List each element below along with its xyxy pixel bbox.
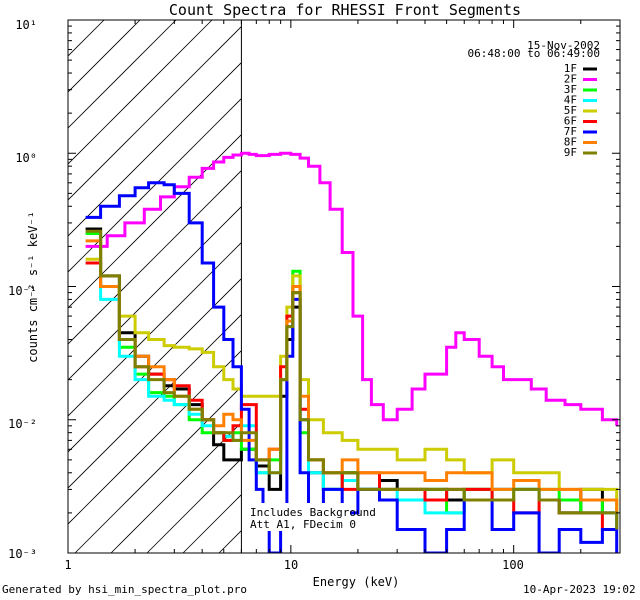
legend-label: 4F	[564, 94, 577, 107]
legend-label: 1F	[564, 62, 577, 75]
series-9F	[85, 229, 619, 530]
time-range-label: 06:48:00 to 06:49:00	[468, 47, 600, 60]
hatch-line	[68, 134, 242, 309]
legend-label: 8F	[564, 136, 577, 149]
legend-label: 2F	[564, 73, 577, 86]
axis-ticks	[67, 20, 621, 554]
hatch-line	[74, 386, 242, 553]
x-axis-label: Energy (keV)	[313, 575, 400, 589]
legend-label: 7F	[564, 125, 577, 138]
hatch-line	[68, 26, 242, 201]
date-label: 15-Nov-2002	[527, 39, 600, 52]
legend-label: 5F	[564, 104, 577, 117]
y-tick-label: 10⁻²	[8, 417, 37, 431]
hatch-line	[68, 206, 242, 381]
hatch-line	[68, 350, 242, 525]
chart-title: Count Spectra for RHESSI Front Segments	[169, 1, 521, 19]
hatch-line	[68, 278, 242, 453]
y-tick-label: 10¹	[15, 18, 37, 32]
x-tick-label: 100	[502, 558, 524, 572]
annotation-attenuator: Att A1, FDecim 0	[250, 518, 356, 531]
y-tick-label: 10⁻³	[8, 547, 37, 561]
hatch-line	[68, 170, 242, 345]
series-2F	[85, 151, 619, 426]
legend-label: 9F	[564, 146, 577, 159]
hatch-line	[68, 62, 242, 237]
hatch-line	[68, 20, 177, 129]
legend-label: 3F	[564, 83, 577, 96]
series-layer	[85, 151, 619, 553]
y-tick-label: 10⁻¹	[8, 284, 37, 298]
annotation-box	[248, 503, 350, 531]
hatched-region	[68, 20, 242, 553]
hatch-line	[146, 458, 242, 553]
series-7F	[85, 181, 619, 553]
hatch-line	[68, 314, 242, 489]
hatch-line	[68, 20, 213, 165]
x-tick-label: 10	[284, 558, 298, 572]
legend-label: 6F	[564, 115, 577, 128]
footer-generator: Generated by hsi_min_spectra_plot.pro	[2, 583, 248, 596]
x-tick-label: 1	[64, 558, 71, 572]
hatch-line	[68, 242, 242, 417]
hatch-line	[68, 98, 242, 273]
y-tick-label: 10⁰	[15, 151, 37, 165]
footer-timestamp: 10-Apr-2023 19:02	[523, 583, 636, 596]
annotation-background: Includes Background	[250, 506, 376, 519]
y-axis-label: counts cm⁻² s⁻¹ keV⁻¹	[26, 211, 40, 363]
hatch-line	[110, 422, 242, 553]
